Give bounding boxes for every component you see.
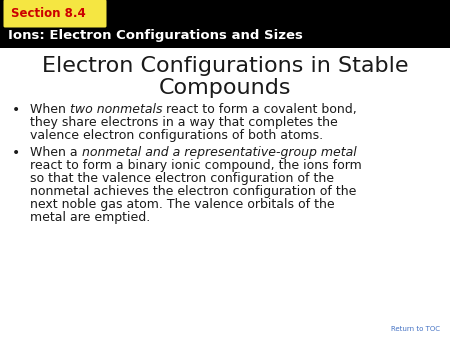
Bar: [0, 22, 450, 48]
Text: When: When: [30, 103, 70, 116]
Text: react to form a covalent bond,: react to form a covalent bond,: [162, 103, 357, 116]
Bar: [0, 0, 450, 22]
Text: Return to TOC: Return to TOC: [391, 326, 440, 332]
Text: valence electron configurations of both atoms.: valence electron configurations of both …: [30, 129, 323, 142]
Text: metal are emptied.: metal are emptied.: [30, 211, 150, 224]
Text: Electron Configurations in Stable: Electron Configurations in Stable: [42, 56, 408, 76]
Text: Ions: Electron Configurations and Sizes: Ions: Electron Configurations and Sizes: [8, 28, 303, 42]
Text: so that the valence electron configuration of the: so that the valence electron configurati…: [30, 172, 334, 185]
Text: they share electrons in a way that completes the: they share electrons in a way that compl…: [30, 116, 338, 129]
Text: nonmetal and a representative-group metal: nonmetal and a representative-group meta…: [81, 146, 356, 159]
Text: Compounds: Compounds: [159, 78, 291, 98]
Text: nonmetal achieves the electron configuration of the: nonmetal achieves the electron configura…: [30, 185, 356, 198]
Text: Section 8.4: Section 8.4: [11, 7, 86, 20]
Text: When a: When a: [30, 146, 81, 159]
Text: •: •: [12, 146, 20, 160]
Text: next noble gas atom. The valence orbitals of the: next noble gas atom. The valence orbital…: [30, 198, 335, 211]
Text: react to form a binary ionic compound, the ions form: react to form a binary ionic compound, t…: [30, 159, 362, 172]
FancyBboxPatch shape: [4, 0, 107, 27]
Text: •: •: [12, 103, 20, 117]
Text: two nonmetals: two nonmetals: [70, 103, 162, 116]
